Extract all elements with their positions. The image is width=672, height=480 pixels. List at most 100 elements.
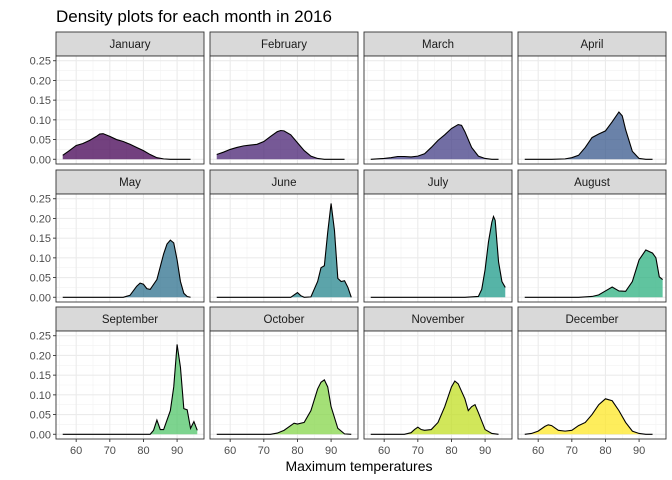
panel-border <box>363 55 513 165</box>
x-tick-label: 60 <box>70 445 82 457</box>
density-area <box>62 240 191 298</box>
x-tick-label: 70 <box>258 445 270 457</box>
density-area <box>524 398 653 435</box>
panel-border <box>55 193 205 303</box>
facet-strip <box>517 31 667 57</box>
density-line <box>62 133 191 160</box>
y-tick-label: 0.00 <box>30 429 51 441</box>
facet-strip-label: July <box>428 177 449 189</box>
y-tick-label: 0.25 <box>30 194 51 206</box>
y-tick-label: 0.20 <box>30 350 51 362</box>
y-tick-label: 0.20 <box>30 213 51 225</box>
density-area <box>524 111 653 160</box>
y-tick-label: 0.10 <box>30 253 51 265</box>
facet-strip-label: May <box>119 177 141 189</box>
density-area <box>62 133 191 160</box>
facet-strip-label: April <box>580 39 603 51</box>
facet-strip-label: September <box>102 314 158 326</box>
density-line <box>216 379 352 435</box>
y-tick-label: 0.05 <box>30 135 51 147</box>
facet-strip <box>363 31 513 57</box>
facet-panel-april: April <box>517 31 667 165</box>
facet-panel-march: March <box>363 31 513 165</box>
density-line <box>370 214 506 298</box>
x-tick-label: 70 <box>104 445 116 457</box>
y-tick-label: 0.15 <box>30 370 51 382</box>
panel-border <box>517 330 667 440</box>
facet-panel-august: August <box>517 169 667 303</box>
facet-panel-february: February <box>209 31 359 165</box>
axes: 0.00 0.05 0.10 0.15 0.20 0.25 0.00 0.05 0.10 0.15… <box>30 56 646 457</box>
panel-border <box>55 330 205 440</box>
facet-strip <box>55 306 205 332</box>
y-tick-label: 0.00 <box>30 292 51 304</box>
y-tick-label: 0.05 <box>30 410 51 422</box>
facet-panels: January February March April May June July Augu… <box>55 31 667 440</box>
y-tick-label: 0.15 <box>30 233 51 245</box>
panel-border <box>517 193 667 303</box>
x-tick-label: 90 <box>325 445 337 457</box>
facet-strip-label: August <box>574 177 611 189</box>
facet-strip <box>55 169 205 195</box>
x-tick-label: 70 <box>412 445 424 457</box>
density-line <box>62 344 198 435</box>
facet-strip-label: December <box>565 314 618 326</box>
facet-strip-label: October <box>264 314 305 326</box>
facet-strip <box>517 306 667 332</box>
x-tick-label: 60 <box>532 445 544 457</box>
facet-strip-label: June <box>272 177 297 189</box>
facet-strip <box>55 31 205 57</box>
facet-panel-november: November <box>363 306 513 440</box>
y-tick-label: 0.20 <box>30 75 51 87</box>
facet-panel-september: September <box>55 306 205 440</box>
y-tick-label: 0.25 <box>30 56 51 68</box>
y-tick-label: 0.10 <box>30 390 51 402</box>
density-area <box>216 203 352 298</box>
facet-strip-label: November <box>411 314 464 326</box>
facet-strip-label: February <box>261 39 307 51</box>
facet-strip-label: January <box>110 39 151 51</box>
x-axis-label: Maximum temperatures <box>285 458 432 474</box>
y-tick-label: 0.15 <box>30 95 51 107</box>
facet-strip-label: March <box>422 39 454 51</box>
x-tick-label: 80 <box>137 445 149 457</box>
panel-border <box>517 55 667 165</box>
density-line <box>216 129 345 160</box>
facet-strip <box>209 31 359 57</box>
x-tick-label: 70 <box>566 445 578 457</box>
facet-panel-may: May <box>55 169 205 303</box>
facet-panel-january: January <box>55 31 205 165</box>
x-tick-label: 90 <box>479 445 491 457</box>
panel-border <box>209 55 359 165</box>
y-tick-label: 0.25 <box>30 331 51 343</box>
density-area <box>62 344 198 435</box>
facet-strip <box>517 169 667 195</box>
density-area <box>216 130 345 160</box>
facet-panel-june: June <box>209 169 359 303</box>
facet-panel-december: December <box>517 306 667 440</box>
facet-panel-october: October <box>209 306 359 440</box>
density-line <box>524 398 653 435</box>
density-area <box>370 124 499 160</box>
density-line <box>216 203 352 298</box>
facet-strip <box>209 306 359 332</box>
chart-title: Density plots for each month in 2016 <box>56 7 332 26</box>
x-tick-label: 90 <box>633 445 645 457</box>
density-line <box>524 249 663 298</box>
x-tick-label: 60 <box>378 445 390 457</box>
density-line <box>370 380 499 435</box>
density-line <box>370 123 499 160</box>
density-area <box>370 381 499 435</box>
y-tick-label: 0.10 <box>30 115 51 127</box>
facet-strip <box>209 169 359 195</box>
x-tick-label: 80 <box>445 445 457 457</box>
panel-border <box>209 330 359 440</box>
density-area <box>216 379 352 435</box>
x-tick-label: 80 <box>599 445 611 457</box>
density-line <box>62 239 191 298</box>
y-tick-label: 0.00 <box>30 154 51 166</box>
panel-border <box>55 55 205 165</box>
panel-border <box>209 193 359 303</box>
density-line <box>524 111 653 160</box>
